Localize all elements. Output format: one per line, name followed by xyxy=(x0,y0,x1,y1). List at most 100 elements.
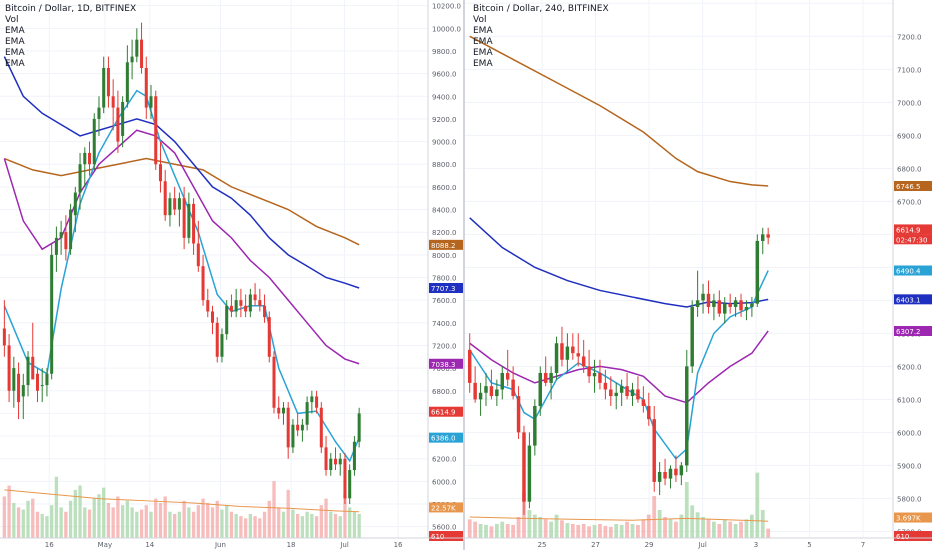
volume-bar xyxy=(674,521,678,538)
volume-bar xyxy=(272,481,276,538)
daily-chart-panel[interactable]: 10200.0 10000.0 9800.0 9600.0 9400.0 9200.0 90… xyxy=(0,0,463,550)
candle-body xyxy=(348,470,352,499)
candle-body xyxy=(35,373,39,391)
volume-bar xyxy=(168,511,172,538)
price-tick-label: 6700.0 xyxy=(897,198,922,206)
volume-bar xyxy=(733,524,738,538)
candle-body xyxy=(154,96,158,165)
price-tick-label: 6900.0 xyxy=(897,132,922,140)
candle-body xyxy=(116,107,120,142)
volume-bar xyxy=(706,519,711,538)
candle-body xyxy=(674,468,678,476)
time-axis: 16 May 14 Jun 18 Jul 16 xyxy=(0,537,463,550)
candle-body xyxy=(609,389,613,397)
volume-bar xyxy=(83,507,87,538)
volume-bar xyxy=(549,521,554,538)
candle-body xyxy=(296,424,300,431)
price-badge-label: 6307.2 xyxy=(896,328,921,336)
price-badge xyxy=(429,531,463,541)
candle-body xyxy=(83,152,87,165)
candle-body xyxy=(69,209,73,250)
candle-body xyxy=(102,67,106,108)
candle-body xyxy=(538,372,542,406)
candle-body xyxy=(106,67,110,97)
candle-body xyxy=(248,294,252,312)
volume-bar xyxy=(500,521,505,538)
volume-bar xyxy=(489,526,494,538)
volume-bar xyxy=(543,519,548,538)
price-tick-label: 7200.0 xyxy=(432,342,457,350)
time-axis: 25 27 29 Jul 3 5 7 xyxy=(465,537,932,550)
four-hour-chart-panel[interactable]: 7200.07100.07000.06900.06800.06700.06600… xyxy=(465,0,932,550)
volume-bar xyxy=(478,524,483,538)
volume-bar xyxy=(102,487,106,538)
price-tick-label: 9800.0 xyxy=(432,48,457,56)
volume-bar xyxy=(619,524,624,538)
candle-body xyxy=(73,192,77,216)
volume-bar xyxy=(68,500,73,538)
volume-bar xyxy=(636,524,640,538)
volume-bar xyxy=(210,507,215,538)
candle-body xyxy=(187,203,191,238)
candle-body xyxy=(527,445,532,502)
volume-bar xyxy=(78,485,82,538)
volume-bar xyxy=(182,500,186,538)
volume-bar xyxy=(35,511,40,538)
volume-bar xyxy=(646,514,651,538)
price-tick-label: 9200.0 xyxy=(432,116,457,124)
volume-bar xyxy=(310,513,314,538)
volume-bar xyxy=(570,524,575,538)
time-tick-label: 5 xyxy=(807,541,811,549)
volume-bar xyxy=(92,498,96,538)
volume-bar xyxy=(305,511,309,538)
volume-bar xyxy=(603,525,608,538)
candle-body xyxy=(130,56,134,63)
volume-bar xyxy=(173,513,177,538)
volume-bar xyxy=(608,526,613,538)
candle-body xyxy=(581,356,586,367)
volume-bar xyxy=(196,505,200,538)
volume-bar xyxy=(652,496,657,538)
candle-body xyxy=(45,373,49,386)
candle-body xyxy=(305,402,309,425)
volume-bar xyxy=(106,503,111,538)
panel-divider[interactable] xyxy=(463,0,465,550)
price-badge-label: 6403.1 xyxy=(896,296,921,304)
time-tick-label: 27 xyxy=(591,541,600,549)
time-axis-bg xyxy=(0,538,428,550)
volume-bar xyxy=(755,472,760,538)
volume-bar xyxy=(135,511,139,538)
price-tick-label: 9400.0 xyxy=(432,93,457,101)
volume-bar xyxy=(560,520,564,538)
candle-body xyxy=(467,349,472,383)
volume-bar xyxy=(581,524,586,538)
plot-area xyxy=(0,0,428,538)
price-badge xyxy=(429,358,463,369)
price-tick-label: 6800.0 xyxy=(432,388,457,396)
ema-mid-line xyxy=(469,330,769,404)
volume-bar xyxy=(668,519,673,538)
price-badge-label: 02:47:30 xyxy=(896,236,927,244)
volume-bar xyxy=(701,517,705,538)
candle-body xyxy=(652,419,656,482)
candle-body xyxy=(177,198,181,210)
candle-body xyxy=(92,118,96,165)
volume-bar xyxy=(12,503,16,538)
price-tick-label: 7100.0 xyxy=(897,66,922,74)
volume-bar xyxy=(177,511,182,538)
candle-body xyxy=(258,300,262,306)
volume-bar xyxy=(248,513,253,538)
candle-body xyxy=(310,396,314,403)
volume-bar xyxy=(16,507,21,538)
candle-body xyxy=(565,346,570,360)
candle-body xyxy=(215,322,219,357)
price-tick-label: 7200.0 xyxy=(897,33,922,41)
candle-body xyxy=(533,405,537,446)
volume-bar xyxy=(348,507,352,538)
candle-body xyxy=(111,96,115,108)
price-tick-label: 10000.0 xyxy=(432,25,461,33)
price-tick-label: 8800.0 xyxy=(432,161,457,169)
ema-slow-line xyxy=(469,217,769,308)
plot-area xyxy=(465,0,893,538)
